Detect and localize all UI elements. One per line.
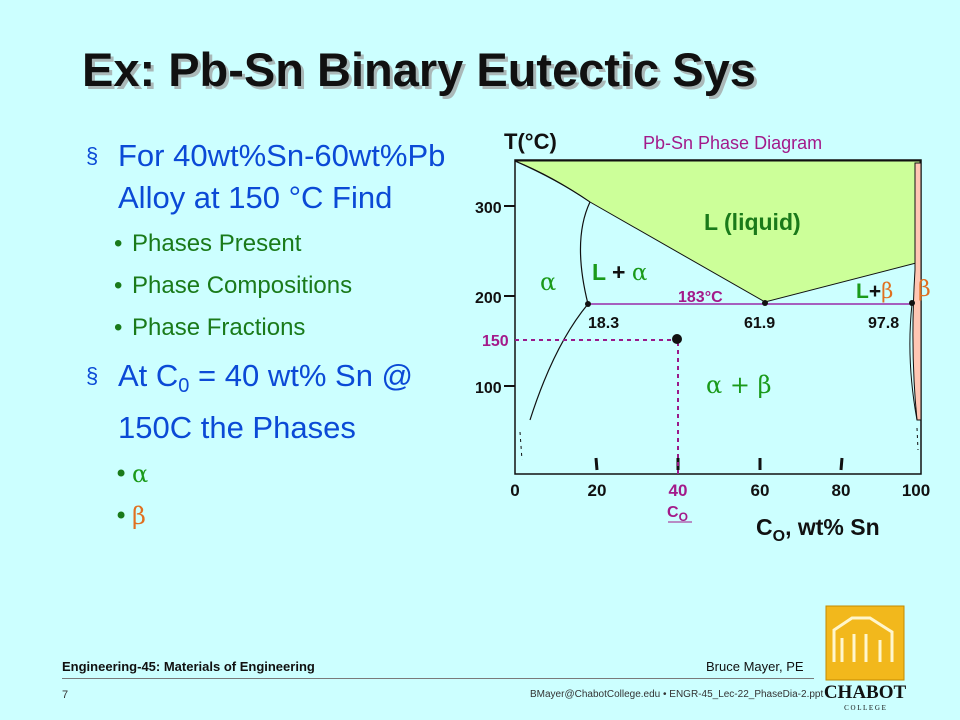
sub-bullet-phase-fractions: • Phase Fractions [84, 313, 484, 343]
bullet-marker: § [86, 363, 99, 388]
sub-bullet-phases-present: • Phases Present [84, 229, 484, 259]
solvus-alpha-line [529, 303, 589, 421]
state-point [672, 334, 682, 344]
composition-label: 18.3 [588, 315, 619, 332]
y-tick-label: 200 [475, 290, 502, 307]
alpha-region-label: α [540, 268, 556, 296]
sub-bullet-marker: • [114, 460, 129, 488]
marked-temp-label: 150 [482, 333, 509, 350]
logo-columns-icon [840, 634, 882, 662]
liquidus-left-line [514, 160, 591, 203]
alpha-limit-point [585, 301, 591, 307]
slide-title: Ex: Pb-Sn Binary Eutectic Sys [82, 43, 756, 96]
bullet-at-co-subscript: 0 [178, 375, 190, 397]
solidus-alpha-line [579, 201, 591, 305]
x-axis-label: CO, wt% Sn [756, 514, 880, 545]
eutectic-point [762, 300, 768, 306]
footer-course: Engineering-45: Materials of Engineering [62, 659, 315, 674]
beta-region-label: β [918, 277, 931, 302]
sub-bullet-beta: • β [84, 501, 484, 531]
x-tick-label: 80 [832, 481, 851, 500]
college-logo: CHABOT C O L L E G E [824, 605, 906, 712]
sub-bullet-marker: • [114, 272, 123, 299]
sub-bullet-text: α [132, 460, 149, 488]
liquid-region-label: L (liquid) [704, 209, 801, 235]
bullet-find-text: For 40wt%Sn-60wt%Pb Alloy at 150 °C Find [118, 138, 446, 215]
beta-limit-point [909, 300, 915, 306]
page-number: 7 [62, 689, 69, 701]
x-tick-label: 0 [510, 481, 519, 500]
bullet-list: § For 40wt%Sn-60wt%Pb Alloy at 150 °C Fi… [84, 135, 484, 543]
sub-bullet-phase-compositions: • Phase Compositions [84, 271, 484, 301]
y-axis-label: T(°C) [504, 129, 557, 154]
l-plus-beta-label: L+β [856, 279, 893, 303]
y-tick-label: 300 [475, 200, 502, 217]
eutectic-temp-label: 183°C [678, 289, 723, 306]
x-tick [594, 457, 599, 471]
bullet-at-co: § At C0 = 40 wt% Sn @ 150C the Phases [84, 355, 484, 449]
sub-bullet-text: β [132, 502, 146, 530]
sub-bullet-text: Phases Present [132, 230, 302, 257]
x-tick-label: 60 [751, 481, 770, 500]
bullet-find: § For 40wt%Sn-60wt%Pb Alloy at 150 °C Fi… [84, 135, 484, 219]
footer-divider [62, 678, 814, 679]
logo-building-icon [832, 616, 894, 662]
sub-bullet-alpha: • α [84, 459, 484, 489]
sub-bullet-marker: • [114, 230, 123, 257]
footer-file: BMayer@ChabotCollege.edu • ENGR-45_Lec-2… [530, 689, 824, 700]
dashed-low-left [519, 431, 523, 461]
composition-label: 61.9 [744, 315, 775, 332]
alpha-plus-beta-label: α + β [706, 371, 771, 399]
bullet-at-co-suffix: = 40 wt% Sn @ 150C the Phases [118, 358, 414, 445]
x-tick-label-highlight: 40 [669, 481, 688, 500]
y-tick-label: 100 [475, 380, 502, 397]
bullet-marker: § [86, 143, 99, 168]
sub-bullet-marker: • [114, 502, 129, 530]
x-tick [839, 457, 844, 471]
footer-author: Bruce Mayer, PE [706, 659, 804, 674]
solvus-beta-line [909, 303, 918, 421]
sub-bullet-text: Phase Compositions [132, 272, 353, 299]
diagram-caption: Pb-Sn Phase Diagram [643, 133, 822, 153]
logo-text: CHABOT [824, 682, 906, 703]
logo-subtext: C O L L E G E [844, 704, 886, 712]
composition-label: 97.8 [868, 315, 899, 332]
x-tick-label: 20 [588, 481, 607, 500]
sub-bullet-marker: • [114, 314, 123, 341]
l-plus-alpha-label: L + α [592, 259, 647, 286]
x-tick-label: 100 [902, 481, 930, 500]
bullet-at-co-prefix: At C [118, 358, 179, 393]
sub-bullet-text: Phase Fractions [132, 314, 306, 341]
phase-diagram: T(°C) Pb-Sn Phase Diagram 300 200 100 0 … [475, 129, 931, 545]
co-label: CO [667, 504, 688, 524]
